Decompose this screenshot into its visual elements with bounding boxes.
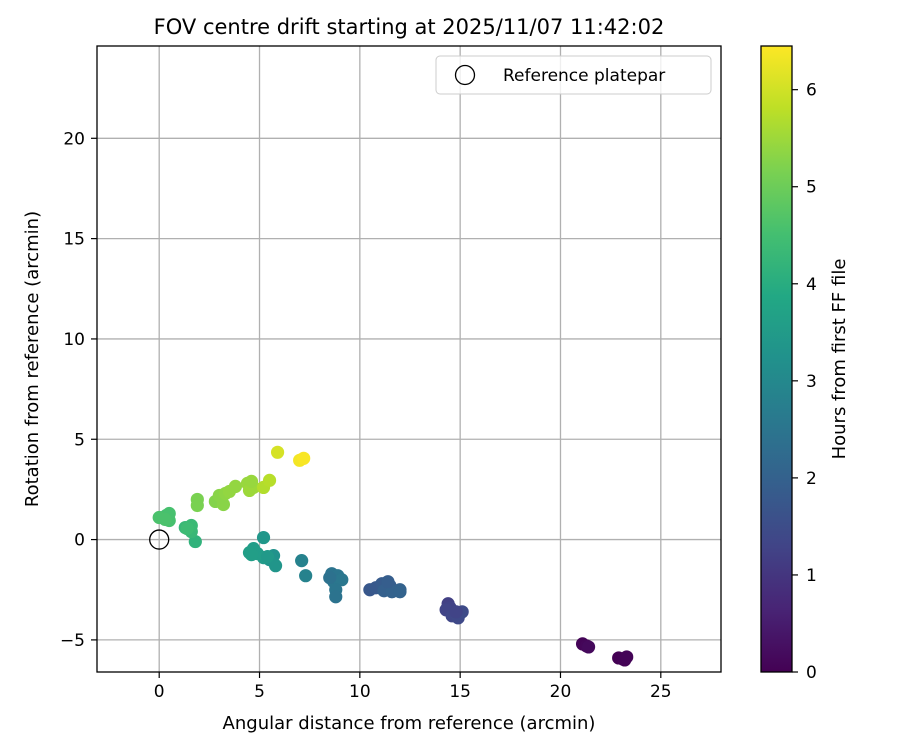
- y-tick-label-0: 0: [74, 531, 85, 551]
- data-point-27: [335, 573, 349, 587]
- colorbar-tick-label-0: 0: [806, 663, 817, 683]
- x-tick-label-0: 0: [154, 682, 165, 702]
- data-point-23: [381, 575, 395, 589]
- data-point-42: [260, 550, 275, 564]
- data-point-47: [180, 521, 194, 536]
- data-point-55: [190, 498, 204, 513]
- x-tick-label-15: 15: [449, 682, 471, 702]
- colorbar-gradient: [760, 45, 793, 673]
- x-tick-label-25: 25: [650, 682, 672, 702]
- data-point-61: [228, 479, 243, 494]
- reference-platepar-marker: [149, 529, 170, 550]
- legend: Reference platepar: [435, 55, 712, 95]
- x-tick-label-20: 20: [550, 682, 572, 702]
- colorbar-tick-label-1: 1: [806, 566, 817, 586]
- data-point-68: [270, 445, 285, 459]
- colorbar-label: Hours from first FF file: [829, 259, 850, 460]
- axis-ticks: 0 5 10 15 20 25 −5 0 5 10 15 20: [60, 129, 672, 702]
- grid-lines: [97, 46, 721, 672]
- data-point-41: [244, 548, 259, 562]
- reference-marker-layer: [149, 529, 170, 550]
- data-point-36: [256, 530, 271, 545]
- colorbar-tick-label-2: 2: [806, 469, 817, 489]
- colorbar-tick-label-4: 4: [806, 275, 817, 295]
- data-point-6: [620, 650, 634, 664]
- data-point-53: [158, 512, 172, 527]
- x-tick-label-10: 10: [349, 682, 371, 702]
- data-point-67: [262, 473, 277, 487]
- data-point-65: [244, 474, 259, 488]
- colorbar: 0 1 2 3 4 5 6 Hours from first FF file: [760, 45, 850, 683]
- y-tick-label-5: 5: [74, 430, 85, 450]
- y-tick-label--5: −5: [60, 631, 85, 651]
- data-point-31: [295, 554, 309, 568]
- data-point-58: [216, 497, 231, 512]
- colorbar-ticks: 0 1 2 3 4 5 6: [792, 81, 817, 683]
- legend-marker-reference-platepar: [454, 64, 476, 86]
- data-point-70: [297, 451, 311, 465]
- colorbar-tick-label-5: 5: [806, 178, 817, 198]
- y-tick-label-15: 15: [63, 230, 85, 250]
- data-point-22: [393, 585, 407, 599]
- x-axis-label: Angular distance from reference (arcmin): [223, 713, 596, 734]
- data-point-32: [299, 569, 313, 583]
- colorbar-tick-label-6: 6: [806, 81, 817, 101]
- data-point-29: [329, 590, 343, 604]
- data-point-35: [268, 559, 283, 573]
- data-point-13: [449, 605, 463, 619]
- x-tick-label-5: 5: [254, 682, 265, 702]
- chart-title: FOV centre drift starting at 2025/11/07 …: [154, 15, 665, 39]
- legend-box: [435, 55, 712, 95]
- legend-entry-reference-platepar: Reference platepar: [503, 66, 665, 86]
- y-tick-label-10: 10: [63, 330, 85, 350]
- y-axis-label: Rotation from reference (arcmin): [22, 211, 43, 507]
- plot-frame: [96, 45, 722, 673]
- data-point-30: [323, 571, 337, 585]
- scatter-points: [152, 445, 634, 667]
- colorbar-tick-label-3: 3: [806, 372, 817, 392]
- data-point-2: [581, 640, 596, 654]
- data-point-43: [188, 534, 202, 549]
- y-tick-label-20: 20: [63, 129, 85, 149]
